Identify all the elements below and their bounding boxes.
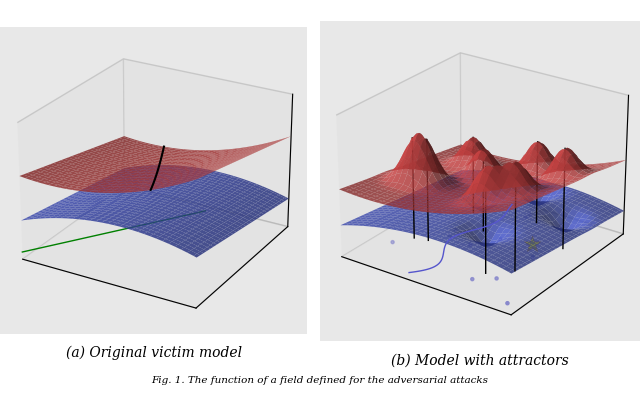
Title: (a) Original victim model: (a) Original victim model	[65, 345, 242, 360]
Title: (b) Model with attractors: (b) Model with attractors	[391, 353, 569, 367]
Text: Fig. 1. The function of a field defined for the adversarial attacks: Fig. 1. The function of a field defined …	[152, 376, 488, 385]
